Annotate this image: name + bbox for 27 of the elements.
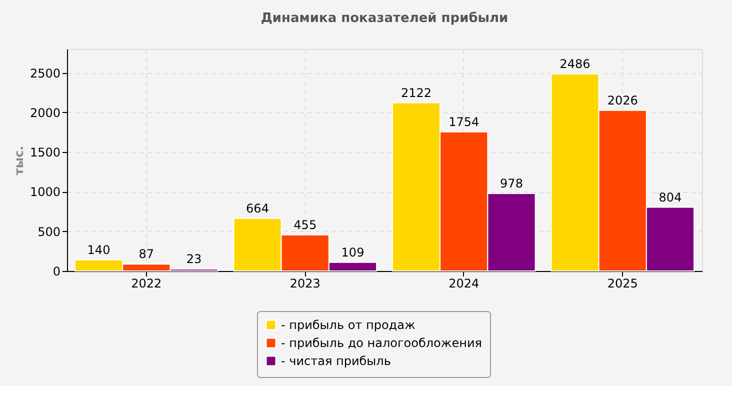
x-tick-label: 2024 <box>448 276 480 290</box>
legend-label: - прибыль до налогообложения <box>281 336 482 350</box>
legend-label: - чистая прибыль <box>281 354 391 368</box>
data-label: 455 <box>294 218 317 232</box>
data-label: 2486 <box>560 56 590 71</box>
data-label: 664 <box>246 201 269 216</box>
data-label: 87 <box>138 247 154 262</box>
data-label: 1754 <box>448 114 480 129</box>
x-tick-label: 2022 <box>131 276 162 290</box>
data-label: 140 <box>87 242 110 257</box>
data-label: 23 <box>186 252 202 266</box>
y-tick-label: 1000 <box>30 185 60 200</box>
data-label: 2026 <box>607 93 638 108</box>
data-label: 804 <box>658 190 682 204</box>
y-tick-label: 0 <box>52 264 60 278</box>
legend-label: - прибыль от продаж <box>281 318 416 332</box>
y-axis-title: тыс. <box>12 146 26 176</box>
x-tick-label: 2023 <box>290 276 320 290</box>
y-tick-label: 1500 <box>30 146 60 160</box>
y-tick-label: 2000 <box>30 106 60 120</box>
chart-title: Динамика показателей прибыли <box>260 11 508 26</box>
data-label: 2122 <box>400 86 432 100</box>
y-tick-label: 500 <box>38 224 60 239</box>
x-tick-label: 2025 <box>607 276 638 290</box>
data-label: 978 <box>500 176 523 190</box>
y-tick-label: 2500 <box>30 66 60 80</box>
data-label: 109 <box>341 245 364 260</box>
